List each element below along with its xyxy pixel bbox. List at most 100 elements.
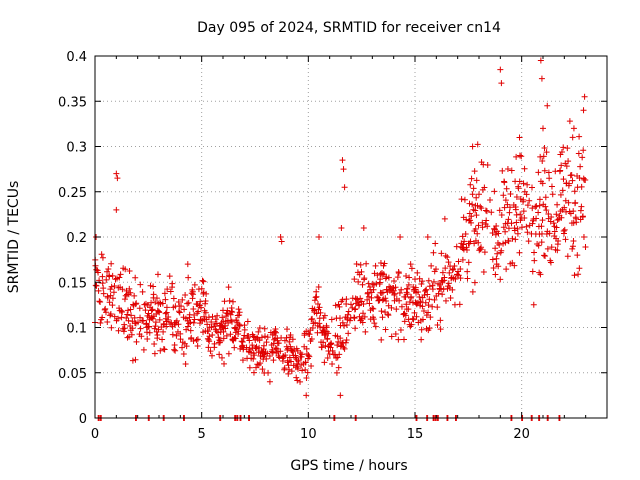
- data-point: [129, 357, 136, 364]
- data-point: [348, 301, 354, 308]
- data-point: [135, 319, 142, 326]
- data-point: [235, 306, 242, 313]
- data-point: [579, 154, 586, 161]
- data-point: [155, 308, 162, 315]
- data-point: [385, 312, 392, 319]
- data-point: [524, 181, 531, 188]
- data-point-outlier: [544, 102, 551, 109]
- data-point: [435, 290, 442, 297]
- data-point: [344, 311, 351, 318]
- data-point: [227, 331, 234, 338]
- data-point: [272, 326, 279, 333]
- data-point: [182, 292, 189, 299]
- data-point: [105, 265, 112, 272]
- data-point: [505, 238, 512, 245]
- data-point: [312, 294, 319, 301]
- data-point: [125, 307, 132, 314]
- data-point: [363, 260, 370, 267]
- data-point: [187, 319, 194, 326]
- data-point: [455, 258, 462, 265]
- data-point: [287, 343, 294, 350]
- data-point: [213, 320, 220, 327]
- data-point: [516, 152, 523, 159]
- data-point-outlier: [360, 224, 367, 231]
- data-point: [126, 267, 133, 274]
- data-point: [424, 291, 431, 298]
- data-point: [216, 351, 223, 358]
- data-point: [312, 319, 319, 326]
- data-point-outlier: [498, 80, 505, 87]
- data-point: [304, 369, 311, 376]
- data-point: [171, 342, 178, 349]
- data-point: [122, 266, 129, 273]
- data-point: [183, 343, 190, 350]
- data-point-outlier: [303, 392, 310, 399]
- data-point: [468, 175, 475, 182]
- data-point: [342, 339, 349, 346]
- data-point: [354, 296, 361, 303]
- data-point-outlier: [337, 392, 344, 399]
- data-point: [576, 175, 583, 182]
- data-point: [191, 316, 198, 323]
- data-point: [249, 342, 256, 349]
- data-point: [285, 362, 292, 369]
- data-point: [461, 196, 468, 203]
- data-point: [178, 303, 185, 310]
- data-point: [500, 224, 507, 231]
- data-point: [470, 185, 477, 192]
- data-point: [313, 288, 320, 295]
- data-point: [184, 323, 191, 330]
- data-point: [569, 134, 576, 141]
- data-point: [570, 208, 577, 215]
- data-point: [477, 203, 484, 210]
- data-point: [560, 176, 567, 183]
- data-point: [132, 301, 139, 308]
- data-point: [468, 219, 475, 226]
- data-point: [542, 194, 549, 201]
- data-point: [563, 163, 570, 170]
- data-point: [404, 291, 411, 298]
- data-point: [221, 360, 228, 367]
- data-point: [333, 369, 340, 376]
- data-point: [202, 300, 209, 307]
- data-point: [197, 298, 204, 305]
- data-point: [460, 241, 467, 248]
- data-point-outlier: [113, 170, 120, 177]
- data-point: [216, 337, 223, 344]
- data-point: [570, 238, 577, 245]
- data-point: [106, 273, 113, 280]
- data-point: [281, 365, 288, 372]
- data-point: [459, 233, 466, 240]
- data-point: [559, 187, 566, 194]
- data-point: [250, 333, 257, 340]
- data-point: [121, 325, 128, 332]
- y-tick-label: 0.3: [66, 141, 87, 156]
- data-point: [96, 298, 103, 305]
- data-point: [322, 331, 329, 338]
- data-point: [116, 274, 123, 281]
- data-point-outlier: [114, 175, 121, 182]
- data-point: [327, 344, 334, 351]
- data-point: [336, 351, 343, 358]
- data-point: [579, 213, 586, 220]
- data-point: [403, 272, 410, 279]
- data-point: [412, 284, 419, 291]
- data-point: [110, 289, 117, 296]
- data-point: [472, 225, 479, 232]
- data-point: [434, 304, 441, 311]
- data-point: [185, 274, 192, 281]
- data-point: [149, 315, 156, 322]
- data-point: [275, 340, 282, 347]
- y-tick-label: 0: [79, 412, 87, 427]
- data-point: [169, 331, 176, 338]
- data-point: [452, 275, 459, 282]
- data-point: [548, 183, 555, 190]
- data-point: [154, 271, 161, 278]
- data-point: [302, 359, 309, 366]
- x-tick-label: 20: [513, 427, 530, 442]
- data-point: [131, 314, 138, 321]
- data-point: [140, 317, 147, 324]
- data-point: [318, 344, 325, 351]
- data-point: [351, 276, 358, 283]
- data-point-outlier: [480, 161, 487, 168]
